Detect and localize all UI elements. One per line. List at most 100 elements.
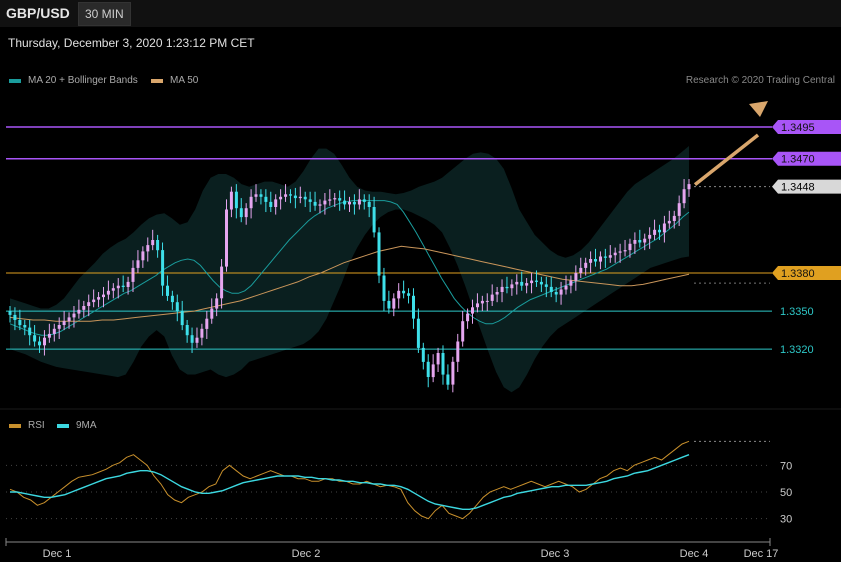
candle-body-129 (643, 238, 647, 243)
candle-body-6 (38, 341, 41, 346)
candle-body-22 (116, 285, 120, 289)
timeframe-button[interactable]: 30 MIN (78, 2, 131, 26)
candle-body-138 (687, 184, 691, 190)
candle-body-87 (436, 353, 440, 365)
candle-body-74 (372, 207, 376, 233)
price-tag-0 (772, 120, 841, 135)
candle-body-126 (628, 243, 632, 251)
candle-body-114 (569, 280, 573, 286)
candle-body-15 (82, 306, 86, 310)
candle-body-54 (274, 199, 278, 207)
candle-body-64 (323, 200, 327, 205)
candle-body-121 (603, 256, 607, 258)
rsi-tick-label-1: 50 (780, 487, 792, 499)
candle-body-9 (52, 328, 56, 334)
ma50-swatch (151, 78, 163, 83)
candle-body-33 (170, 295, 174, 303)
candle-body-13 (72, 313, 76, 318)
rsi-ma-label: 9MA (76, 420, 97, 431)
candle-body-101 (505, 286, 509, 289)
candle-body-26 (136, 260, 140, 268)
candle-body-44 (225, 209, 228, 267)
candle-body-42 (215, 298, 219, 309)
candle-body-11 (62, 321, 66, 325)
candle-body-105 (525, 283, 529, 286)
price-level-label-0: 1.3495 (781, 122, 815, 134)
candle-body-79 (397, 290, 401, 299)
candle-body-97 (485, 300, 489, 302)
candle-body-58 (293, 195, 297, 199)
candle-body-17 (92, 299, 96, 303)
candle-body-119 (594, 259, 597, 262)
candle-body-137 (682, 189, 686, 204)
candle-body-109 (544, 284, 548, 287)
candle-body-40 (205, 318, 209, 329)
candle-body-21 (111, 288, 115, 291)
candle-body-29 (151, 240, 155, 246)
candle-body-131 (653, 229, 657, 235)
candle-body-108 (539, 281, 543, 285)
candle-body-91 (456, 341, 460, 362)
x-tick-label-3: Dec 4 (680, 548, 709, 560)
candle-body-100 (500, 286, 504, 292)
candle-body-68 (343, 200, 347, 205)
symbol-title[interactable]: GBP/USD (6, 5, 70, 21)
candle-body-37 (190, 335, 194, 343)
x-tick-label-0: Dec 1 (43, 548, 72, 560)
candle-body-90 (451, 361, 455, 385)
candle-body-102 (510, 284, 514, 289)
candle-body-130 (648, 234, 652, 239)
rsi-tick-label-2: 30 (780, 514, 792, 526)
price-level-label-5: 1.3320 (780, 344, 814, 356)
candle-body-67 (338, 198, 342, 201)
candle-body-96 (480, 300, 484, 304)
candle-body-53 (269, 201, 273, 207)
price-tag-2 (772, 179, 841, 194)
candle-body-38 (195, 337, 199, 343)
candle-body-56 (284, 194, 288, 197)
candle-body-92 (461, 321, 465, 342)
candle-body-85 (426, 361, 430, 377)
legend-ma50: MA 50 (151, 75, 198, 86)
candle-body-98 (490, 294, 494, 301)
x-tick-label-2: Dec 3 (541, 548, 570, 560)
candle-body-19 (102, 294, 105, 298)
candle-body-49 (249, 196, 253, 209)
candle-body-32 (166, 285, 169, 296)
legend-rsi: RSI (9, 420, 45, 431)
candle-body-93 (466, 313, 470, 322)
candle-body-107 (535, 280, 538, 282)
candle-body-61 (308, 199, 312, 202)
candle-body-117 (584, 262, 588, 268)
candle-body-34 (175, 302, 179, 312)
candle-body-132 (658, 229, 661, 233)
candle-body-115 (574, 273, 578, 281)
rsi-label: RSI (28, 420, 45, 431)
candle-body-1 (13, 314, 17, 320)
candle-body-112 (559, 289, 563, 295)
rsi-line (9, 440, 690, 520)
candle-body-76 (382, 275, 386, 301)
candle-body-135 (672, 215, 676, 221)
candle-body-62 (313, 201, 317, 206)
candle-body-63 (318, 204, 322, 206)
candle-body-124 (618, 251, 622, 253)
candle-body-57 (289, 194, 292, 196)
x-tick-label-1: Dec 2 (292, 548, 321, 560)
candle-body-52 (264, 196, 268, 202)
candle-body-18 (97, 297, 101, 300)
legend-ma20: MA 20 + Bollinger Bands (9, 75, 138, 86)
candle-body-20 (106, 290, 110, 295)
candle-body-55 (279, 196, 283, 200)
candle-body-23 (121, 285, 125, 287)
candle-body-84 (421, 347, 425, 362)
candle-body-59 (298, 196, 302, 199)
candle-body-82 (412, 295, 415, 319)
ma20-label: MA 20 + Bollinger Bands (28, 75, 138, 86)
rsi-tick-label-0: 70 (780, 460, 792, 472)
candle-body-69 (348, 201, 351, 205)
candle-body-48 (244, 208, 248, 218)
rsi-ma-line (10, 454, 690, 510)
candle-body-25 (131, 267, 135, 282)
